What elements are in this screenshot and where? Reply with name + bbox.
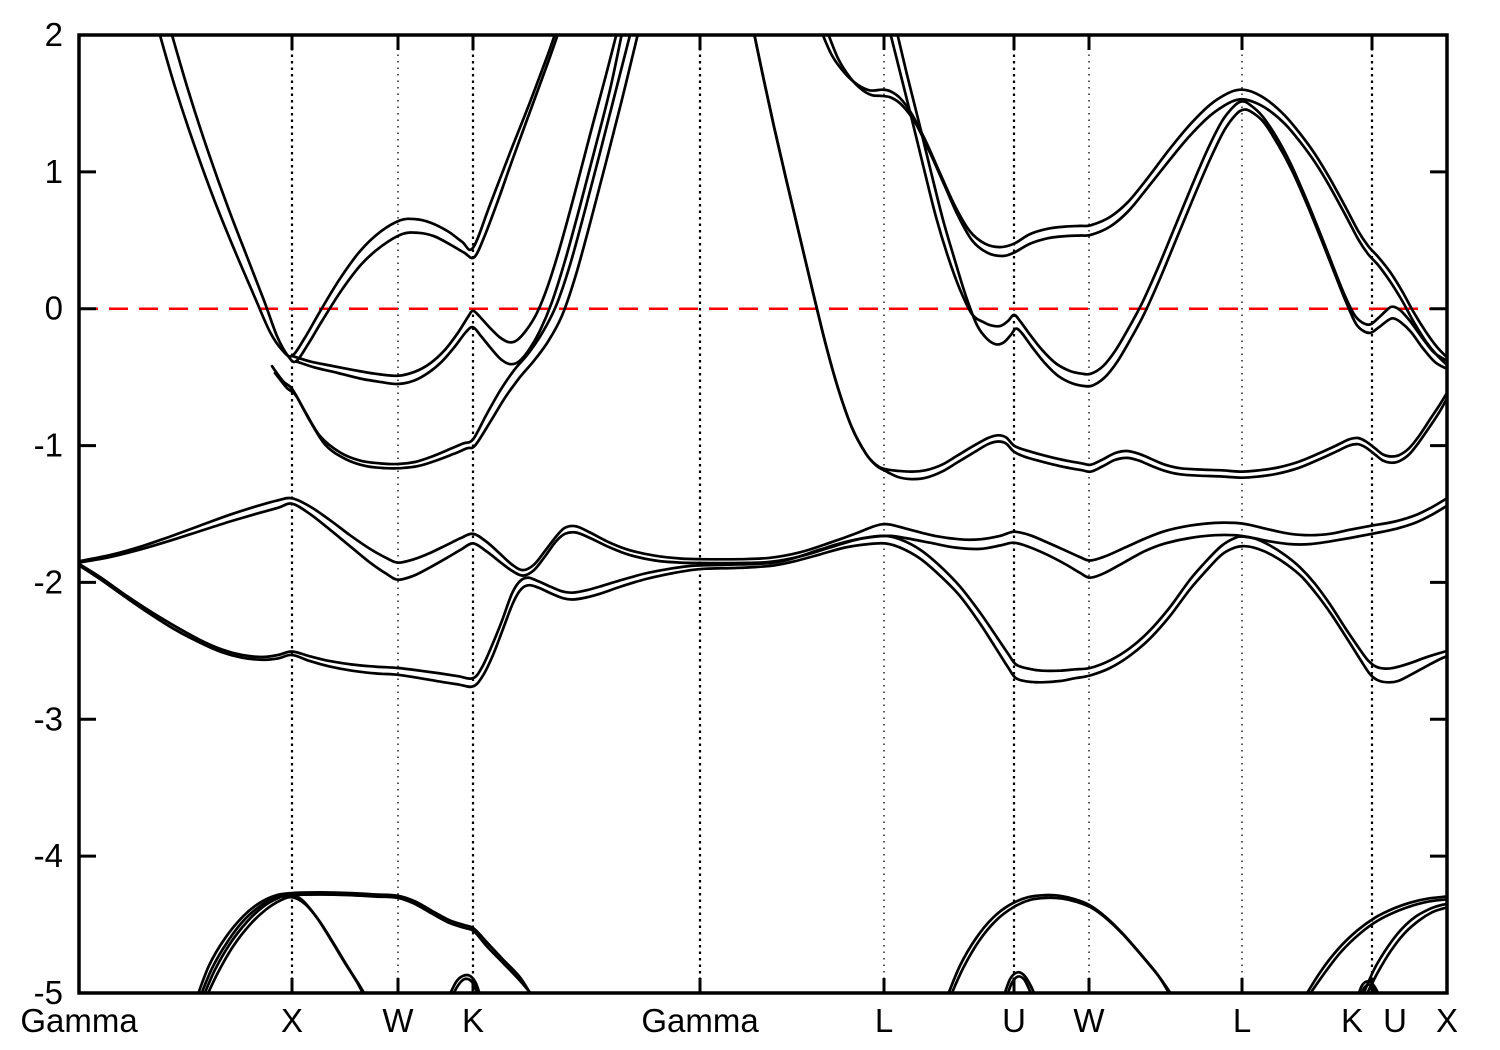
band-low-left-plateau-b — [197, 891, 532, 993]
band-low-arch-U1-b — [1006, 975, 1033, 993]
band-low-arch-U1-a — [1003, 970, 1036, 993]
x-tick-label-gamma: Gamma — [20, 1002, 138, 1039]
band-low-left-plateau-a — [200, 893, 533, 993]
band-valence-upper-b — [79, 502, 1447, 582]
x-tick-labels: Gamma X W K Gamma L U W L K U X — [20, 1002, 1458, 1039]
band-cond-xvalley-kpeak-a — [290, 35, 618, 378]
band-cond-steep-dome-b — [170, 35, 560, 364]
band-low-right-dome-b — [950, 896, 1173, 993]
y-tick-label: 2 — [45, 16, 63, 53]
plot-border — [77, 33, 1449, 995]
y-tick-label: -3 — [34, 700, 63, 737]
band-cond-steep-dome-a — [158, 35, 557, 358]
band-low-left-peak-b — [206, 895, 366, 993]
band-cond-inner-dome-a — [889, 35, 1447, 376]
axis-ticks — [79, 33, 1447, 995]
band-cond-deep-pocket-b — [273, 35, 639, 470]
x-tick-label-w: W — [1073, 1002, 1105, 1039]
x-tick-label-x: X — [281, 1002, 303, 1039]
band-cond-outer-dome-a — [821, 35, 1447, 359]
band-low-right-rise2-b — [1365, 906, 1447, 993]
band-curves — [79, 35, 1447, 993]
y-tick-label: -5 — [34, 974, 63, 1011]
y-tick-label: -2 — [34, 563, 63, 600]
band-low-arch-K1-a — [448, 973, 481, 993]
x-tick-label-k: K — [1341, 1002, 1363, 1039]
band-cond-gamma-L-flat-b — [753, 35, 1447, 481]
x-tick-label-k: K — [462, 1002, 484, 1039]
band-low-arch-K1-b — [452, 977, 479, 993]
y-tick-label: -1 — [34, 427, 63, 464]
band-low-arch-K2-b — [1360, 983, 1378, 993]
x-tick-label-gamma: Gamma — [641, 1002, 759, 1039]
x-tick-label-x: X — [1436, 1002, 1458, 1039]
band-cond-xvalley-kpeak-b — [294, 35, 623, 386]
y-tick-labels: 2 1 0 -1 -2 -3 -4 -5 — [34, 16, 63, 1011]
band-low-right-rise1-a — [1305, 895, 1447, 993]
band-low-right-rise1-b — [1308, 897, 1447, 993]
band-valence-upper-a — [79, 496, 1447, 572]
band-valence-splitoff-b — [79, 541, 1447, 689]
y-tick-label: 1 — [45, 153, 63, 190]
band-cond-outer-dome-b — [827, 35, 1447, 367]
x-tick-label-u: U — [1002, 1002, 1026, 1039]
y-tick-label: -4 — [34, 837, 63, 874]
y-tick-label: 0 — [45, 290, 63, 327]
x-tick-label-w: W — [382, 1002, 414, 1039]
band-low-right-rise2-a — [1362, 902, 1447, 993]
x-tick-label-u: U — [1383, 1002, 1407, 1039]
band-cond-inner-dome-b — [896, 35, 1447, 388]
x-tick-label-l: L — [875, 1002, 893, 1039]
x-tick-label-l: L — [1233, 1002, 1251, 1039]
band-valence-splitoff-a — [79, 534, 1447, 680]
